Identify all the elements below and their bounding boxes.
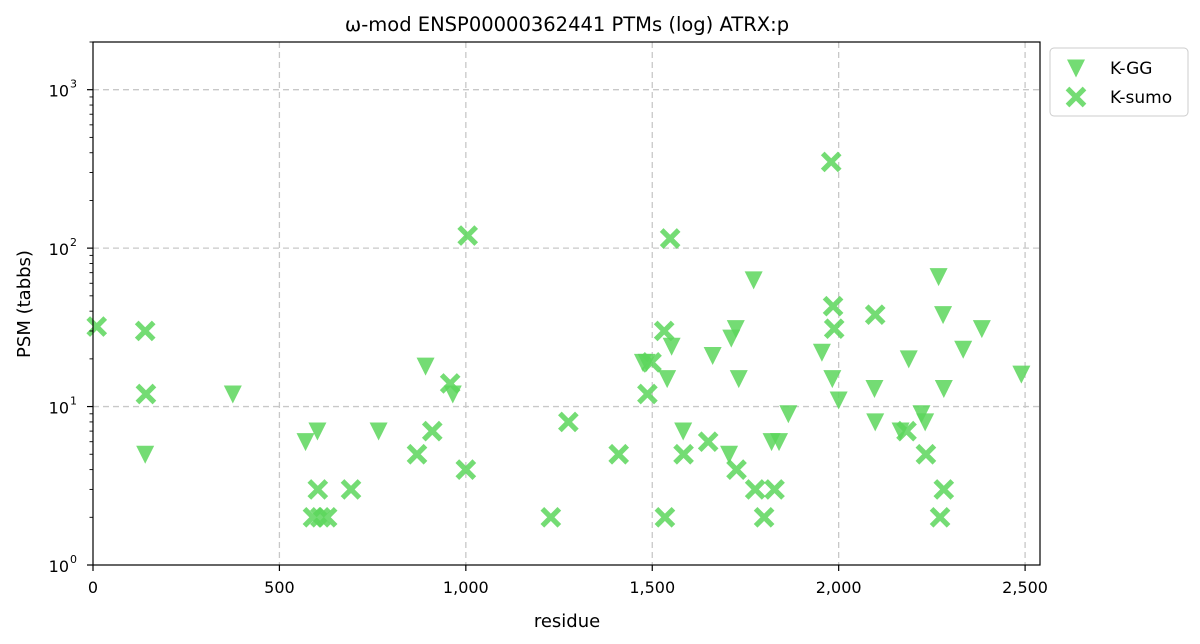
k-sumo-point — [659, 228, 681, 249]
k-gg-point — [770, 433, 789, 452]
y-tick-exponent: 0 — [70, 553, 77, 566]
k-sumo-point — [455, 459, 477, 480]
k-sumo-point — [86, 316, 108, 337]
k-gg-point — [929, 268, 948, 287]
k-gg-point — [726, 320, 745, 339]
x-tick-label: 2,000 — [816, 578, 862, 597]
legend-box — [1049, 47, 1189, 117]
plot-frame — [92, 41, 1041, 566]
k-gg-point — [916, 413, 935, 432]
y-tick-exponent: 2 — [70, 236, 77, 249]
k-gg-point — [674, 422, 693, 441]
y-tick-exponent: 3 — [70, 78, 77, 91]
x-tick-label: 1,500 — [629, 578, 675, 597]
k-sumo-point — [406, 443, 428, 465]
x-axis: 0 500 1,000 1,500 2,000 2,500 — [88, 565, 1048, 597]
k-gg-point — [136, 445, 155, 464]
k-sumo-point — [439, 373, 461, 394]
k-sumo-point — [726, 459, 747, 480]
k-sumo-point — [540, 506, 562, 528]
k-gg-point — [899, 350, 918, 369]
k-sumo-point — [135, 383, 157, 405]
k-gg-point — [934, 306, 953, 325]
k-sumo-point — [673, 443, 694, 465]
k-sumo-point — [820, 151, 842, 173]
legend: K-GG K-sumo — [1049, 47, 1189, 117]
k-sumo-point — [653, 320, 675, 342]
y-tick-exponent: 1 — [70, 395, 77, 408]
k-gg-point — [416, 357, 435, 376]
k-gg-point — [866, 413, 885, 432]
k-gg-point — [369, 422, 388, 441]
k-gg-point — [658, 370, 677, 389]
k-gg-point — [779, 405, 798, 424]
x-tick-label: 1,000 — [443, 578, 489, 597]
k-sumo-point — [421, 420, 443, 442]
k-sumo-point — [307, 479, 329, 500]
k-sumo-point — [316, 506, 338, 528]
k-gg-point — [703, 346, 722, 365]
chart-title: ω-mod ENSP00000362441 PTMs (log) ATRX:p — [345, 13, 789, 36]
k-sumo-point — [457, 225, 479, 246]
k-sumo-point — [134, 320, 156, 342]
k-sumo-point — [637, 383, 658, 405]
legend-entry-label: K-sumo — [1110, 88, 1172, 108]
k-gg-point — [729, 370, 748, 389]
k-sumo-point — [915, 443, 937, 465]
k-sumo-point — [929, 506, 951, 528]
k-gg-point — [934, 379, 953, 398]
k-sumo-point — [654, 506, 676, 528]
legend-entry-label: K-GG — [1110, 59, 1152, 79]
k-sumo-point — [933, 479, 955, 500]
k-sumo-point — [641, 352, 662, 373]
k-sumo-point — [822, 295, 844, 317]
y-tick-label: 10 — [49, 399, 69, 418]
k-gg-point — [296, 433, 315, 452]
k-sumo-point — [744, 479, 766, 500]
k-sumo-point — [608, 443, 630, 465]
data-points — [86, 151, 1031, 528]
k-gg-point — [812, 343, 831, 362]
k-gg-point — [829, 391, 848, 410]
k-gg-point — [744, 271, 763, 290]
k-sumo-point — [310, 506, 331, 528]
x-tick-label: 0 — [88, 578, 98, 597]
k-sumo-point — [896, 420, 917, 442]
k-gg-point — [720, 445, 739, 464]
k-sumo-point — [864, 304, 886, 326]
y-tick-label: 10 — [49, 82, 69, 101]
k-sumo-point — [697, 431, 719, 453]
k-gg-point — [308, 422, 327, 441]
x-tick-label: 500 — [264, 578, 295, 597]
x-tick-label: 2,500 — [1002, 578, 1048, 597]
y-axis-label: PSM (tabbs) — [14, 250, 35, 358]
legend-k-gg-marker — [1067, 59, 1085, 78]
k-gg-point — [637, 353, 656, 372]
k-gg-point — [865, 379, 884, 398]
k-gg-point — [223, 385, 242, 404]
y-tick-label: 10 — [49, 240, 69, 259]
k-sumo-point — [764, 479, 785, 500]
k-gg-point — [662, 337, 681, 356]
k-gg-point — [954, 340, 973, 359]
k-sumo-point — [823, 318, 845, 340]
x-axis-label: residue — [534, 611, 600, 632]
k-gg-point — [972, 320, 991, 339]
k-gg-point — [1012, 365, 1031, 384]
k-gg-point — [823, 370, 842, 389]
k-sumo-point — [558, 411, 579, 433]
legend-k-sumo-marker — [1065, 86, 1087, 108]
y-tick-label: 10 — [49, 557, 69, 576]
k-sumo-point — [340, 479, 362, 500]
k-sumo-point — [753, 506, 775, 528]
